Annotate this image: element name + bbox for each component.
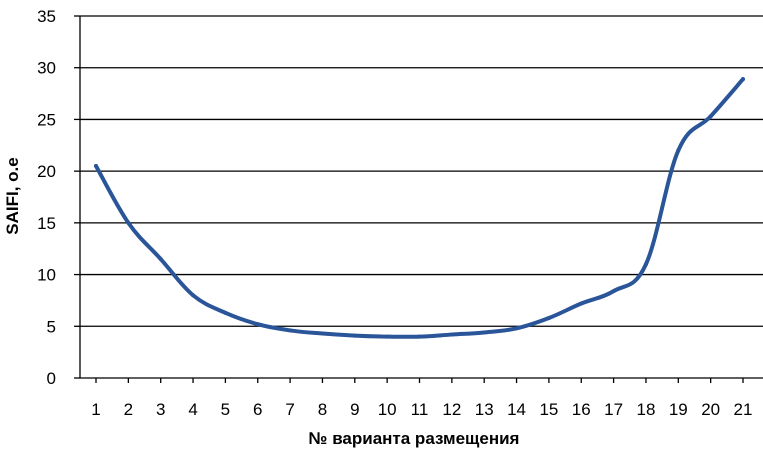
data-point xyxy=(126,220,131,225)
x-tick-label: 14 xyxy=(507,400,526,419)
data-point xyxy=(417,334,422,339)
x-tick-label: 7 xyxy=(285,400,294,419)
series xyxy=(94,77,745,339)
y-tick-label: 20 xyxy=(37,162,56,181)
x-tick-label: 13 xyxy=(475,400,494,419)
x-tick-labels: 1 2 3 4 5 6 7 8 9 10 11 12 13 14 15 16 17 18 19 20 21 xyxy=(91,378,752,419)
data-point xyxy=(579,301,584,306)
y-axis-title: SAIFI, о.е xyxy=(3,157,22,234)
data-point xyxy=(482,330,487,335)
x-tick-label: 5 xyxy=(221,400,230,419)
x-tick-label: 10 xyxy=(378,400,397,419)
data-point xyxy=(223,310,228,315)
y-tick-label: 0 xyxy=(47,369,56,388)
data-point xyxy=(385,334,390,339)
data-point xyxy=(449,332,454,337)
x-tick-label: 20 xyxy=(701,400,720,419)
data-point xyxy=(288,328,293,333)
y-tick-labels: 0 5 10 15 20 25 30 35 xyxy=(37,7,56,388)
data-point xyxy=(611,289,616,294)
x-tick-label: 18 xyxy=(636,400,655,419)
data-point xyxy=(643,262,648,267)
x-tick-label: 4 xyxy=(188,400,197,419)
y-tick-label: 5 xyxy=(47,317,56,336)
data-point xyxy=(320,331,325,336)
data-point xyxy=(676,148,681,153)
x-tick-label: 11 xyxy=(411,400,429,419)
axes xyxy=(79,16,763,379)
y-tick-label: 10 xyxy=(37,266,56,285)
x-tick-label: 12 xyxy=(442,400,461,419)
data-point xyxy=(191,293,196,298)
x-tick-label: 16 xyxy=(572,400,591,419)
data-point xyxy=(546,316,551,321)
x-tick-label: 8 xyxy=(318,400,327,419)
data-point xyxy=(94,163,98,168)
x-tick-label: 3 xyxy=(156,400,165,419)
x-tick-label: 19 xyxy=(669,400,688,419)
x-tick-label: 2 xyxy=(124,400,133,419)
data-point xyxy=(741,77,745,82)
y-tick-label: 30 xyxy=(37,59,56,78)
x-tick-label: 21 xyxy=(734,400,753,419)
data-point xyxy=(514,326,519,331)
data-point xyxy=(158,257,163,262)
y-tick-label: 15 xyxy=(37,214,56,233)
x-tick-label: 9 xyxy=(350,400,359,419)
x-tick-label: 1 xyxy=(91,400,100,419)
y-tick-label: 35 xyxy=(37,7,56,26)
gridlines xyxy=(74,15,763,379)
x-tick-label: 6 xyxy=(253,400,262,419)
x-axis-title: № варианта размещения xyxy=(309,429,520,448)
data-point xyxy=(708,114,713,119)
y-tick-label: 25 xyxy=(37,110,56,129)
data-point xyxy=(352,333,357,338)
series-line xyxy=(94,77,745,339)
x-tick-label: 17 xyxy=(604,400,623,419)
x-tick-label: 15 xyxy=(539,400,558,419)
data-point xyxy=(255,322,260,327)
